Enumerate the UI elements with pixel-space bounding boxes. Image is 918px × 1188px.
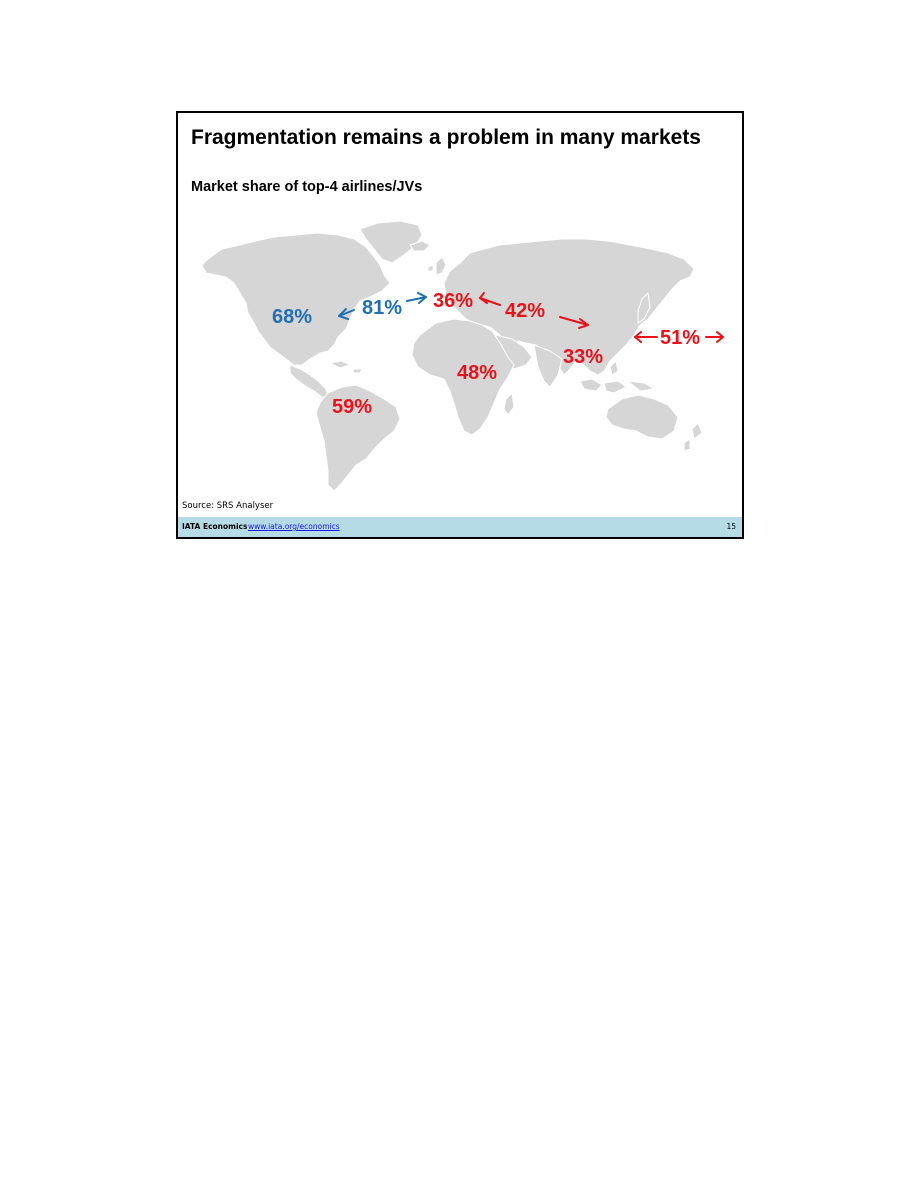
footer-bar: IATA Economics www.iata.org/economics 15: [178, 517, 742, 537]
india-peninsula: [533, 344, 563, 388]
source-note: Source: SRS Analyser: [182, 501, 274, 511]
madagascar: [503, 392, 515, 416]
slide-subtitle: Market share of top-4 airlines/JVs: [191, 179, 423, 195]
central-america-landmass: [289, 364, 329, 398]
transpacific-arrow-west: [634, 331, 658, 343]
north-america-atlantic-arrow: [338, 308, 355, 320]
europe-asia-arrow-east: [559, 316, 589, 329]
asia-share-label: 33%: [563, 346, 604, 368]
europe-asia-arrow-west: [479, 292, 501, 306]
footer-website-link[interactable]: www.iata.org/economics: [248, 522, 340, 531]
new-zealand-islands: [683, 422, 703, 452]
north-atlantic-share-label: 81%: [362, 297, 403, 319]
world-map-svg: [201, 220, 724, 492]
north-america-share-label: 68%: [272, 306, 313, 328]
southeast-asia-islands: [579, 360, 655, 394]
africa-landmass: [411, 318, 515, 436]
africa-share-label: 48%: [457, 362, 498, 384]
caribbean-islands: [329, 360, 363, 374]
slide: 68% 81% 36% 42% 33% 48% 59% 51% Fragment…: [176, 111, 744, 539]
world-map: 68% 81% 36% 42% 33% 48% 59% 51%: [178, 113, 742, 537]
page-number: 15: [726, 522, 736, 531]
transpacific-share-label: 51%: [660, 327, 701, 349]
atlantic-europe-arrow: [406, 292, 427, 304]
footer-org-name: IATA Economics: [182, 522, 248, 531]
slide-title: Fragmentation remains a problem in many …: [191, 126, 701, 149]
uk-islands: [427, 256, 447, 276]
japan-islands: [637, 292, 651, 324]
australia-landmass: [605, 394, 679, 440]
south-america-share-label: 59%: [332, 396, 373, 418]
iceland: [409, 240, 431, 252]
europe-asia-share-label: 42%: [505, 300, 546, 322]
north-america-landmass: [201, 232, 391, 366]
south-america-landmass: [315, 384, 401, 492]
greenland-landmass: [359, 220, 423, 264]
europe-share-label: 36%: [433, 290, 474, 312]
transpacific-arrow-east: [705, 331, 724, 343]
